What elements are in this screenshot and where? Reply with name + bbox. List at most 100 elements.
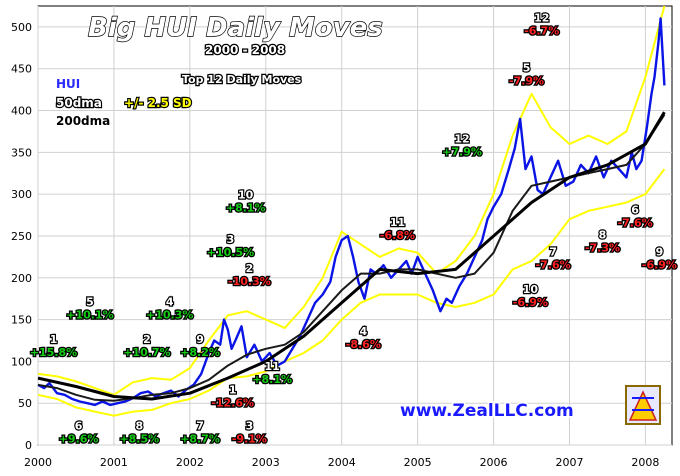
annotation-value: -12.6% bbox=[211, 396, 254, 409]
annotation: 11+8.1% bbox=[251, 359, 293, 388]
annotation-rank: 4 bbox=[166, 296, 174, 309]
annotation: 7-7.6% bbox=[534, 244, 572, 273]
y-tick-label: 250 bbox=[11, 230, 32, 243]
annotation-rank: 5 bbox=[523, 61, 531, 74]
y-tick-label: 300 bbox=[11, 188, 32, 201]
annotation-value: +8.5% bbox=[119, 432, 159, 445]
annotation-value: +10.1% bbox=[66, 309, 113, 322]
annotation: 10+8.1% bbox=[224, 187, 266, 216]
annotation-rank: 7 bbox=[196, 419, 204, 432]
annotation-value: +10.3% bbox=[146, 309, 193, 322]
annotation-rank: 6 bbox=[75, 419, 83, 432]
annotation: 8+8.5% bbox=[118, 418, 160, 447]
plot-background bbox=[37, 5, 673, 446]
annotation: 2-10.3% bbox=[227, 261, 272, 290]
band-lines bbox=[37, 5, 666, 417]
annotation-value: -7.6% bbox=[536, 258, 571, 271]
annotation-value: +9.6% bbox=[59, 432, 99, 445]
y-tick-label: 150 bbox=[11, 314, 32, 327]
annotation-value: -6.7% bbox=[524, 24, 559, 37]
annotation: 1+15.8% bbox=[29, 332, 79, 361]
x-tick-label: 2004 bbox=[328, 456, 356, 469]
y-tick-label: 100 bbox=[11, 355, 32, 368]
annotation: 5+10.1% bbox=[65, 294, 115, 323]
y-tick-label: 350 bbox=[11, 146, 32, 159]
annotation: 4+10.3% bbox=[145, 294, 195, 323]
legend-50dma: 50dma bbox=[56, 96, 102, 110]
annotation: 9-6.9% bbox=[641, 244, 679, 273]
x-tick-label: 2008 bbox=[631, 456, 659, 469]
chart-subtitle: 2000 - 2008 bbox=[205, 43, 285, 57]
annotation-rank: 2 bbox=[246, 262, 254, 275]
annotation-rank: 6 bbox=[631, 204, 639, 217]
annotation-rank: 8 bbox=[135, 419, 143, 432]
x-tick-label: 2002 bbox=[176, 456, 204, 469]
annotation-rank: 3 bbox=[246, 419, 254, 432]
annotation-rank: 12 bbox=[534, 11, 549, 24]
annotation: 8-7.3% bbox=[584, 227, 622, 256]
annotation-value: -10.3% bbox=[228, 275, 271, 288]
annotation: 2+10.7% bbox=[122, 332, 172, 361]
x-tick-label: 2001 bbox=[100, 456, 128, 469]
date-note: 4.1.2008 bbox=[290, 423, 330, 433]
annotation-value: +8.7% bbox=[180, 432, 220, 445]
annotation: 12+7.9% bbox=[441, 131, 483, 160]
y-tick-label: 500 bbox=[11, 21, 32, 34]
series-lines bbox=[37, 17, 666, 407]
annotation-value: -7.9% bbox=[509, 74, 544, 87]
annotation-value: -9.1% bbox=[232, 432, 267, 445]
annotation: 10-6.9% bbox=[512, 282, 550, 311]
annotation-value: -6.9% bbox=[642, 258, 677, 271]
annotation-rank: 10 bbox=[238, 189, 254, 202]
annotation-rank: 4 bbox=[359, 325, 367, 338]
y-tick-label: 200 bbox=[11, 272, 32, 285]
annotation-value: +8.1% bbox=[252, 373, 292, 386]
series-line-200dma bbox=[37, 111, 666, 401]
annotations: 1+15.8%5+10.1%2+10.7%4+10.3%9+8.2%3+10.5… bbox=[29, 10, 679, 447]
annotation-rank: 11 bbox=[390, 216, 405, 229]
annotation: 12-6.7% bbox=[523, 10, 561, 38]
legend-band: +/- 2.5 SD bbox=[124, 96, 192, 110]
chart-title: Big HUI Daily Moves bbox=[88, 13, 383, 43]
series-line-band-lower bbox=[37, 168, 666, 417]
y-tick-label: 50 bbox=[18, 397, 32, 410]
x-tick-label: 2000 bbox=[24, 456, 52, 469]
annotation-value: +15.8% bbox=[30, 346, 77, 359]
series-line-50dma bbox=[37, 114, 666, 402]
annotation-rank: 8 bbox=[599, 229, 607, 242]
annotation-rank: 9 bbox=[196, 333, 204, 346]
y-axis: 0 50 100 150 200 250 300 350 400 450 500 bbox=[11, 21, 32, 452]
annotation-value: -8.6% bbox=[346, 338, 381, 351]
annotation-value: +10.7% bbox=[123, 346, 170, 359]
legend-200dma: 200dma bbox=[56, 114, 110, 128]
annotation-rank: 12 bbox=[454, 133, 469, 146]
annotation-value: -7.6% bbox=[618, 217, 653, 230]
x-tick-label: 2003 bbox=[252, 456, 280, 469]
annotation-value: -6.9% bbox=[513, 296, 548, 309]
annotation-rank: 5 bbox=[86, 296, 94, 309]
y-tick-label: 400 bbox=[11, 105, 32, 118]
y-tick-label: 450 bbox=[11, 63, 32, 76]
series-line-HUI bbox=[37, 17, 666, 407]
annotation-rank: 11 bbox=[265, 360, 280, 373]
annotation-value: -7.3% bbox=[585, 242, 620, 255]
annotation-rank: 1 bbox=[50, 333, 58, 346]
annotation: 6-7.6% bbox=[616, 202, 654, 231]
legend-hui: HUI bbox=[56, 77, 80, 91]
annotation: 5-7.9% bbox=[508, 60, 546, 89]
annotation-rank: 1 bbox=[229, 383, 237, 396]
x-tick-label: 2005 bbox=[404, 456, 432, 469]
x-axis: 2000 2001 2002 2003 2004 2005 2006 2007 2008 bbox=[24, 456, 659, 469]
annotation: 1-12.6% bbox=[210, 382, 255, 411]
annotation-rank: 3 bbox=[227, 233, 235, 246]
annotation-rank: 10 bbox=[523, 283, 539, 296]
annotation-value: +8.1% bbox=[226, 202, 266, 215]
annotation: 6+9.6% bbox=[57, 418, 99, 447]
annotation-value: +10.5% bbox=[207, 246, 254, 259]
annotation-value: +8.2% bbox=[180, 346, 220, 359]
annotation-rank: 7 bbox=[549, 245, 557, 258]
annotation: 11-6.8% bbox=[379, 215, 417, 244]
annotation-value: -6.8% bbox=[380, 229, 415, 242]
x-tick-label: 2006 bbox=[480, 456, 508, 469]
annotation-value: +7.9% bbox=[442, 146, 482, 159]
